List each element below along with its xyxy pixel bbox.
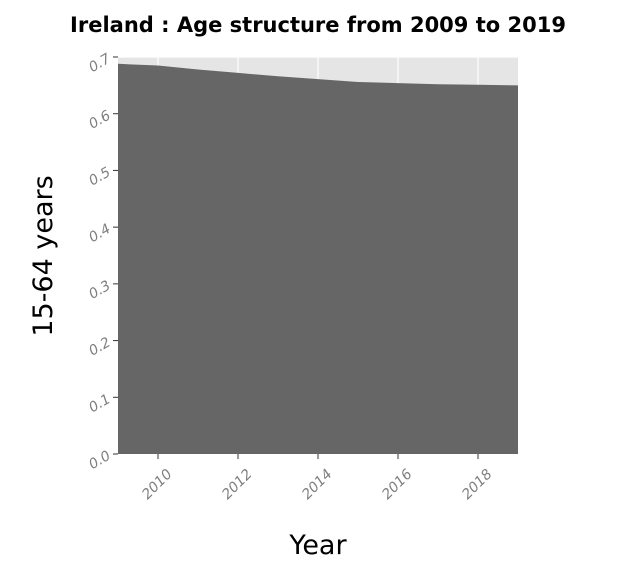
x-tick-label: 2012 bbox=[219, 466, 256, 503]
x-axis-label: Year bbox=[288, 530, 347, 561]
x-tick-label: 2018 bbox=[459, 466, 496, 503]
chart-title: Ireland : Age structure from 2009 to 201… bbox=[70, 13, 566, 37]
y-tick-label: 0.4 bbox=[86, 221, 113, 246]
y-tick-label: 0.3 bbox=[86, 278, 113, 303]
x-tick-label: 2014 bbox=[299, 466, 336, 503]
y-tick-label: 0.1 bbox=[86, 391, 113, 416]
y-tick-label: 0.0 bbox=[86, 448, 113, 473]
area-series bbox=[118, 63, 518, 454]
x-tick-label: 2016 bbox=[379, 466, 416, 503]
y-tick-label: 0.2 bbox=[86, 334, 113, 359]
y-tick-label: 0.5 bbox=[86, 164, 113, 189]
y-axis-label: 15-64 years bbox=[28, 175, 59, 336]
y-tick-label: 0.6 bbox=[86, 108, 113, 133]
x-axis: 2010 2012 2014 2016 2018 bbox=[139, 454, 496, 503]
y-axis: 0.0 0.1 0.2 0.3 0.4 0.5 0.6 0.7 bbox=[86, 51, 118, 473]
y-tick-label: 0.7 bbox=[86, 51, 113, 76]
x-tick-label: 2010 bbox=[139, 466, 176, 503]
